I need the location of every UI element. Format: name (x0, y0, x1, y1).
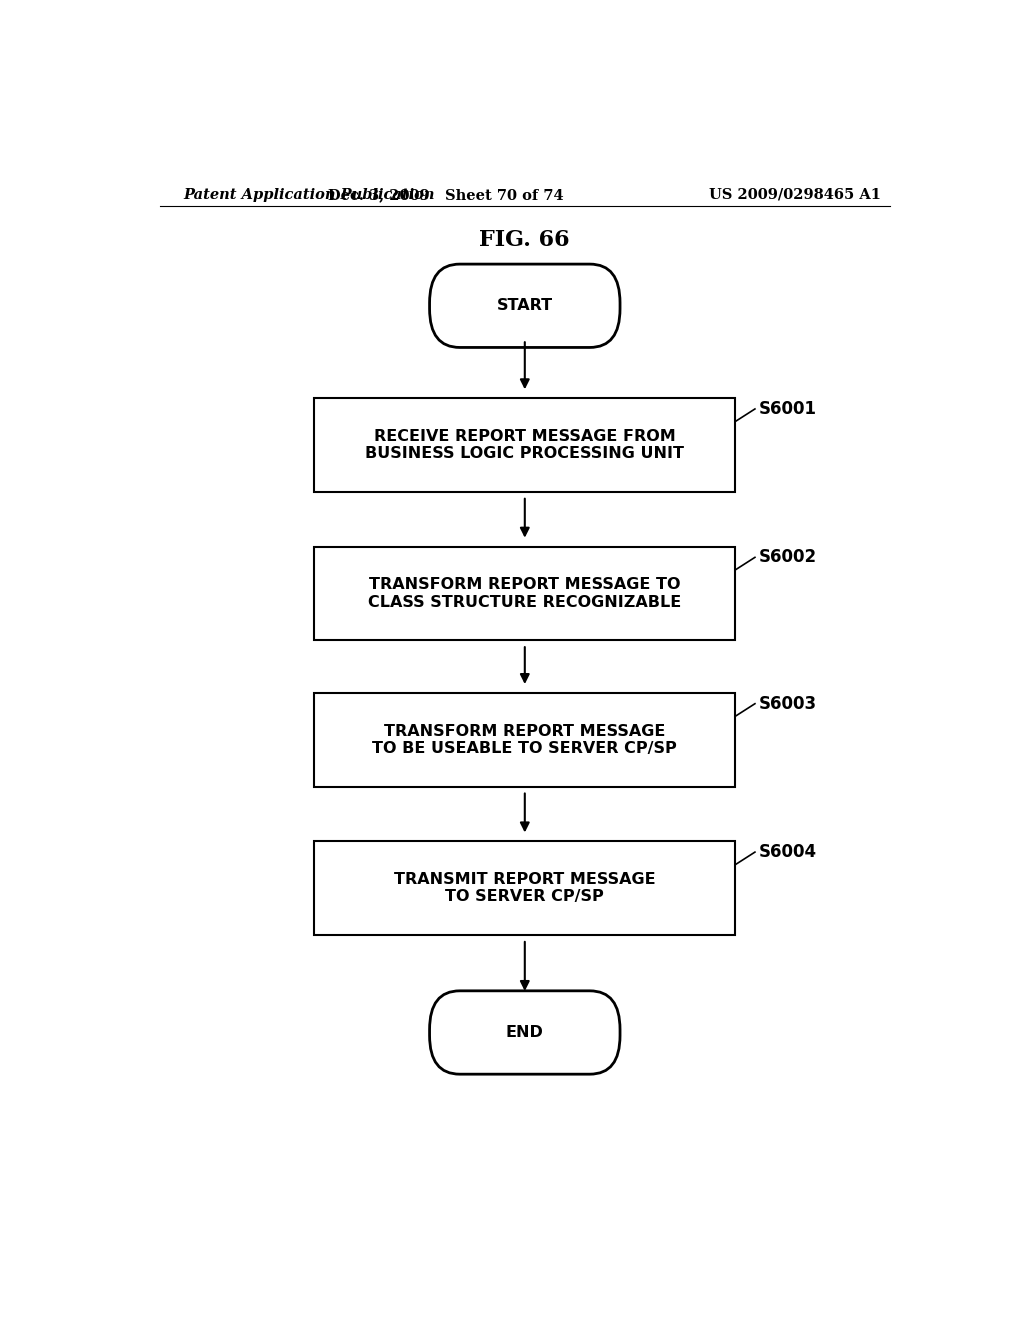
Text: START: START (497, 298, 553, 313)
Text: S6004: S6004 (759, 843, 817, 861)
Text: S6002: S6002 (759, 548, 817, 566)
Text: US 2009/0298465 A1: US 2009/0298465 A1 (709, 187, 881, 202)
FancyBboxPatch shape (430, 991, 620, 1074)
FancyBboxPatch shape (314, 841, 735, 935)
FancyBboxPatch shape (314, 693, 735, 787)
Text: TRANSFORM REPORT MESSAGE TO
CLASS STRUCTURE RECOGNIZABLE: TRANSFORM REPORT MESSAGE TO CLASS STRUCT… (369, 577, 681, 610)
FancyBboxPatch shape (430, 264, 620, 347)
FancyBboxPatch shape (314, 399, 735, 492)
Text: Patent Application Publication: Patent Application Publication (183, 187, 435, 202)
Text: RECEIVE REPORT MESSAGE FROM
BUSINESS LOGIC PROCESSING UNIT: RECEIVE REPORT MESSAGE FROM BUSINESS LOG… (366, 429, 684, 461)
Text: TRANSMIT REPORT MESSAGE
TO SERVER CP/SP: TRANSMIT REPORT MESSAGE TO SERVER CP/SP (394, 873, 655, 904)
Text: Dec. 3, 2009   Sheet 70 of 74: Dec. 3, 2009 Sheet 70 of 74 (328, 187, 563, 202)
Text: TRANSFORM REPORT MESSAGE
TO BE USEABLE TO SERVER CP/SP: TRANSFORM REPORT MESSAGE TO BE USEABLE T… (373, 723, 677, 756)
FancyBboxPatch shape (314, 546, 735, 640)
Text: END: END (506, 1026, 544, 1040)
Text: FIG. 66: FIG. 66 (479, 228, 570, 251)
Text: S6003: S6003 (759, 694, 817, 713)
Text: S6001: S6001 (759, 400, 817, 418)
